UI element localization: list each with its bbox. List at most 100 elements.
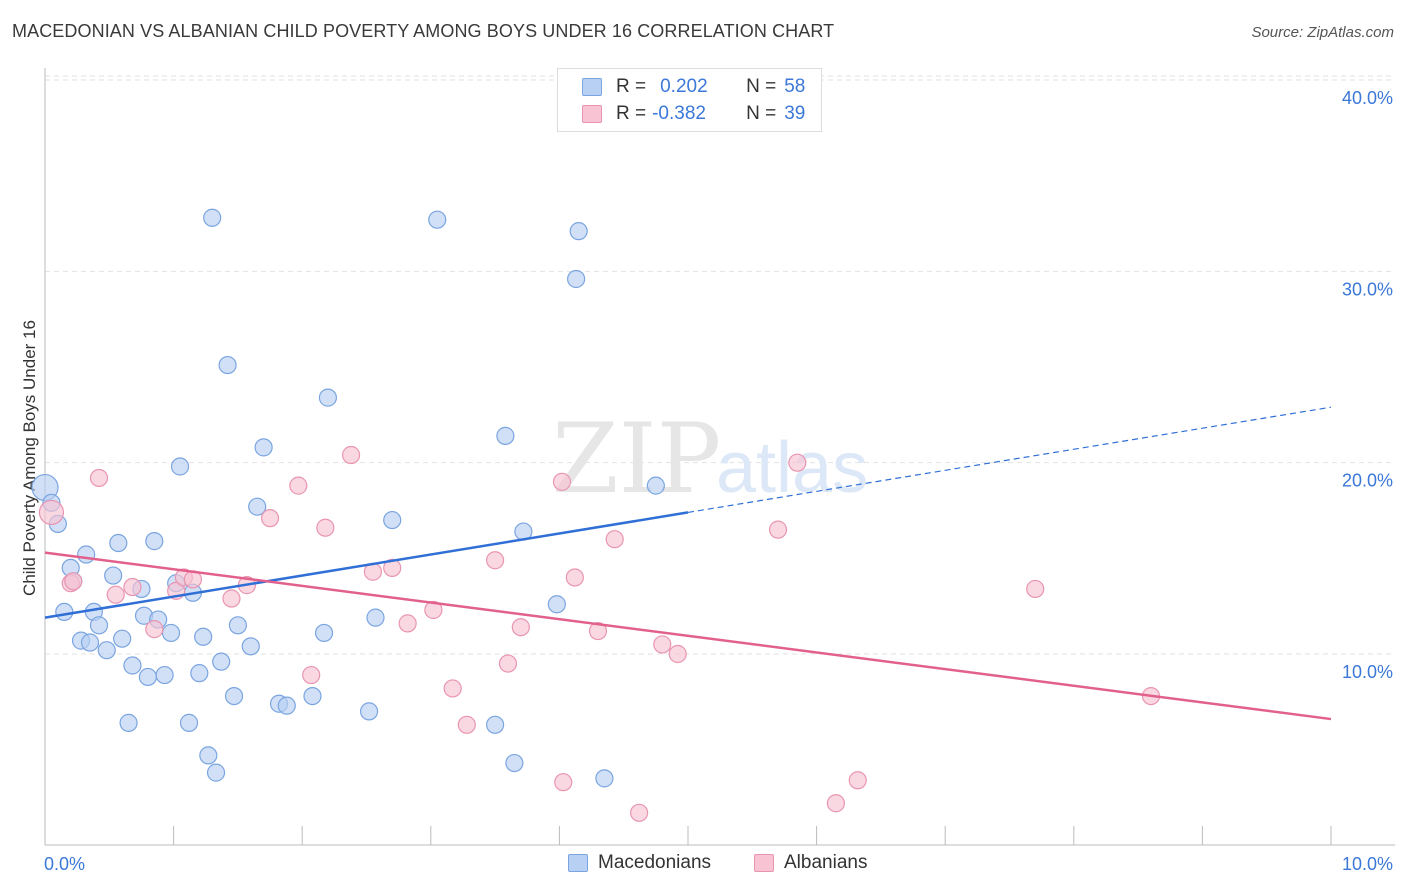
legend-r-value: -0.382 — [652, 103, 706, 124]
albanian-point — [222, 589, 241, 608]
albanian-point — [486, 551, 505, 570]
macedonian-point — [123, 656, 142, 675]
gridlines — [45, 75, 1395, 655]
macedonian-point — [248, 497, 267, 516]
macedonian-point — [277, 696, 296, 715]
y-axis-title-group: Child Poverty Among Boys Under 16 — [20, 320, 39, 596]
albanian-point — [653, 635, 672, 654]
albanian-point — [89, 468, 109, 488]
macedonian-point — [383, 510, 402, 530]
bottom-legend-label: Macedonians — [598, 852, 712, 873]
albanian-trend-line — [44, 551, 1332, 721]
trend-lines — [44, 406, 1332, 721]
legend-n-label: N = — [746, 76, 777, 97]
macedonian-point — [77, 545, 96, 564]
y-tick-label: 30.0% — [1342, 279, 1393, 299]
correlation-legend: R = 0.202 N = 58 R = -0.382 N = 39 — [557, 68, 822, 132]
y-tick-label: 20.0% — [1342, 471, 1393, 491]
macedonian-point — [104, 566, 123, 585]
macedonian-point — [203, 208, 222, 227]
macedonian-point — [190, 664, 209, 683]
legend-swatch-pink — [582, 105, 602, 123]
albanian-point — [511, 618, 530, 637]
albanian-point — [565, 568, 584, 587]
macedonian-point — [155, 665, 174, 685]
albanian-point — [605, 530, 624, 549]
legend-n-value: 39 — [784, 103, 806, 124]
albanian-point — [554, 773, 573, 792]
albanian-point — [826, 794, 845, 813]
data-points — [31, 208, 1161, 822]
albanian-point — [668, 644, 687, 664]
albanian-point — [768, 520, 788, 539]
albanian-point — [848, 771, 867, 790]
macedonian-point — [547, 595, 566, 614]
bottom-swatch-pink — [754, 854, 774, 872]
macedonian-point — [314, 623, 334, 643]
chart-title: MACEDONIAN VS ALBANIAN CHILD POVERTY AMO… — [12, 21, 835, 41]
macedonian-point — [224, 686, 244, 706]
macedonian-point — [119, 713, 138, 732]
macedonian-point — [595, 769, 614, 788]
macedonian-point — [241, 637, 260, 656]
legend-n-value: 58 — [784, 76, 806, 97]
y-tick-label: 10.0% — [1342, 662, 1393, 682]
x-tick-label: 0.0% — [44, 854, 85, 874]
macedonian-point — [89, 616, 109, 635]
macedonian-point — [170, 457, 190, 476]
macedonian-point — [145, 532, 164, 551]
y-axis-title: Child Poverty Among Boys Under 16 — [20, 320, 39, 596]
albanian-point — [316, 518, 335, 537]
legend-row-macedonians: R = 0.202 N = 58 — [582, 74, 805, 100]
macedonian-point — [97, 641, 116, 660]
albanian-point — [1026, 579, 1045, 599]
bottom-legend-macedonians: Macedonians — [568, 852, 711, 874]
macedonian-point — [206, 763, 226, 782]
albanian-point — [341, 445, 361, 465]
legend-r-label: R = — [616, 103, 647, 124]
macedonian-point — [366, 608, 385, 627]
macedonian-point — [109, 533, 128, 553]
macedonian-point — [228, 616, 247, 635]
albanian-point — [106, 585, 125, 604]
albanian-point — [302, 665, 321, 685]
watermark-zip: ZIP — [552, 403, 721, 515]
legend-swatch-blue — [582, 78, 602, 96]
legend-r-value: 0.202 — [660, 76, 708, 97]
macedonian-point — [505, 753, 524, 773]
y-tick-label: 40.0% — [1342, 88, 1393, 108]
source-label: Source: ZipAtlas.com — [1251, 24, 1394, 41]
albanian-point — [398, 614, 417, 633]
albanian-point — [457, 715, 476, 734]
macedonian-point — [138, 667, 157, 687]
albanian-point — [383, 558, 402, 578]
macedonian-point — [55, 602, 74, 622]
macedonian-point — [194, 627, 213, 646]
albanian-point — [630, 803, 649, 822]
albanian-point — [64, 572, 83, 591]
macedonian-trend-extension — [687, 406, 1332, 514]
albanian-point — [443, 679, 462, 698]
watermark: ZIP atlas — [552, 403, 868, 515]
bottom-legend-albanians: Albanians — [754, 852, 867, 874]
macedonian-point — [218, 355, 237, 375]
macedonian-point — [179, 713, 199, 732]
albanian-point — [788, 453, 807, 472]
macedonian-point — [161, 623, 181, 643]
macedonian-point — [254, 438, 273, 457]
albanian-point — [424, 600, 443, 620]
axes — [44, 68, 1395, 846]
albanian-point — [123, 577, 142, 597]
macedonian-point — [318, 388, 338, 407]
legend-r-label: R = — [616, 76, 647, 97]
macedonian-point — [496, 426, 515, 445]
macedonian-point — [567, 269, 586, 289]
macedonian-point — [303, 686, 322, 706]
macedonian-point — [486, 715, 505, 734]
bottom-legend-label: Albanians — [784, 852, 868, 873]
albanian-point — [145, 620, 164, 639]
macedonian-point — [428, 210, 447, 229]
macedonian-point — [359, 702, 379, 721]
albanian-point — [260, 509, 280, 528]
